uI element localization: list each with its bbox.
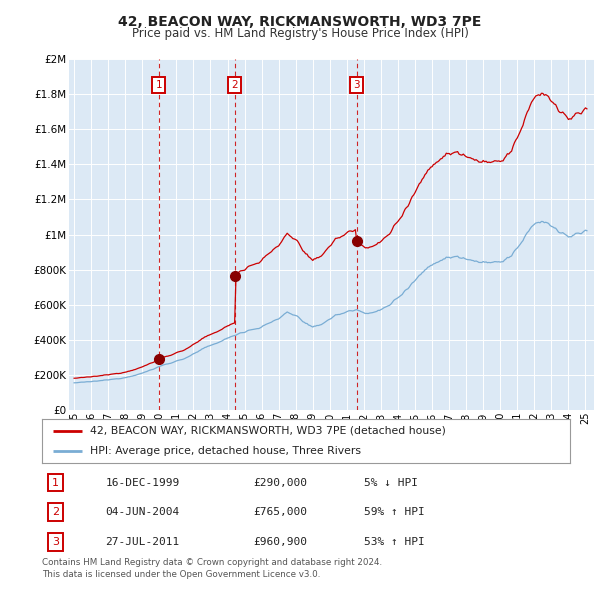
Text: 1: 1 — [155, 80, 162, 90]
Text: 5% ↓ HPI: 5% ↓ HPI — [364, 477, 418, 487]
Text: 53% ↑ HPI: 53% ↑ HPI — [364, 537, 425, 547]
Text: £765,000: £765,000 — [253, 507, 307, 517]
Text: 2: 2 — [232, 80, 238, 90]
Text: £960,900: £960,900 — [253, 537, 307, 547]
Text: 3: 3 — [52, 537, 59, 547]
Text: 42, BEACON WAY, RICKMANSWORTH, WD3 7PE: 42, BEACON WAY, RICKMANSWORTH, WD3 7PE — [118, 15, 482, 29]
Text: 3: 3 — [353, 80, 360, 90]
Text: 16-DEC-1999: 16-DEC-1999 — [106, 477, 179, 487]
Text: Contains HM Land Registry data © Crown copyright and database right 2024.: Contains HM Land Registry data © Crown c… — [42, 558, 382, 567]
Text: 04-JUN-2004: 04-JUN-2004 — [106, 507, 179, 517]
Text: £290,000: £290,000 — [253, 477, 307, 487]
Text: This data is licensed under the Open Government Licence v3.0.: This data is licensed under the Open Gov… — [42, 570, 320, 579]
Text: 27-JUL-2011: 27-JUL-2011 — [106, 537, 179, 547]
Text: 2: 2 — [52, 507, 59, 517]
Text: Price paid vs. HM Land Registry's House Price Index (HPI): Price paid vs. HM Land Registry's House … — [131, 27, 469, 40]
Text: 59% ↑ HPI: 59% ↑ HPI — [364, 507, 425, 517]
Text: 42, BEACON WAY, RICKMANSWORTH, WD3 7PE (detached house): 42, BEACON WAY, RICKMANSWORTH, WD3 7PE (… — [89, 426, 445, 436]
Text: 1: 1 — [52, 477, 59, 487]
Text: HPI: Average price, detached house, Three Rivers: HPI: Average price, detached house, Thre… — [89, 446, 361, 456]
